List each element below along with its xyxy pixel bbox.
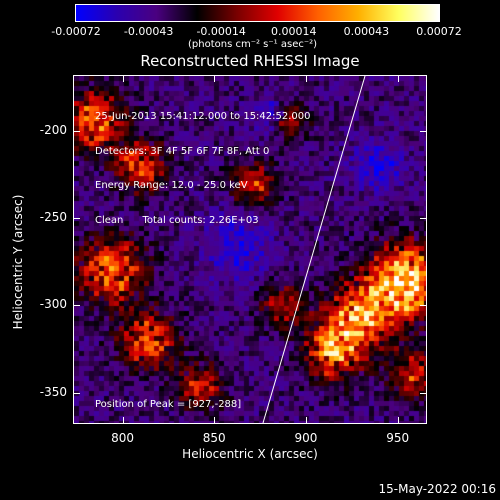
- solar-limb-line: [262, 76, 366, 423]
- x-tick-label: 900: [294, 431, 318, 445]
- colorbar-tick-label: 0.00014: [271, 25, 317, 38]
- x-tick-mark: [397, 75, 399, 82]
- info-line-time: 25-Jun-2013 15:41:12.000 to 15:42:52.000: [95, 111, 311, 122]
- colorbar-tick-label: 0.00043: [343, 25, 390, 38]
- colorbar-gradient: [76, 5, 439, 21]
- x-tick-mark: [214, 75, 216, 82]
- y-tick-mark: [73, 130, 80, 132]
- colorbar-tick-label: 0.00072: [416, 25, 462, 38]
- info-line-energy: Energy Range: 12.0 - 25.0 keV: [95, 180, 248, 191]
- y-tick-mark: [73, 305, 80, 307]
- footer-timestamp: 15-May-2022 00:16: [378, 482, 496, 496]
- x-tick-mark: [305, 417, 307, 424]
- x-tick-mark: [305, 75, 307, 82]
- x-tick-mark: [122, 75, 124, 82]
- colorbar-tick-label: -0.00072: [51, 25, 101, 38]
- y-tick-mark: [420, 130, 427, 132]
- y-tick-label: -300: [39, 297, 67, 312]
- plot-title: Reconstructed RHESSI Image: [140, 52, 360, 70]
- x-axis-label: Heliocentric X (arcsec): [182, 447, 318, 461]
- info-line-clean: Clean Total counts: 2.26E+03: [95, 214, 259, 226]
- colorbar: [75, 4, 440, 22]
- colorbar-units-label: (photons cm⁻² s⁻¹ asec⁻²): [188, 39, 318, 50]
- x-tick-label: 850: [202, 431, 226, 445]
- y-tick-mark: [420, 305, 427, 307]
- info-line-detectors: Detectors: 3F 4F 5F 6F 7F 8F, Att 0: [95, 145, 270, 157]
- y-tick-label: -200: [39, 122, 67, 137]
- x-tick-mark: [122, 417, 124, 424]
- y-tick-mark: [420, 218, 427, 220]
- info-block: 25-Jun-2013 15:41:12.000 to 15:42:52.000…: [95, 88, 311, 249]
- x-tick-mark: [397, 417, 399, 424]
- y-tick-label: -350: [39, 384, 67, 399]
- x-tick-mark: [214, 417, 216, 424]
- y-tick-label: -250: [39, 210, 67, 225]
- y-tick-mark: [73, 218, 80, 220]
- rhessi-image: [74, 76, 426, 423]
- y-axis-label: Heliocentric Y (arcsec): [11, 194, 25, 330]
- peak-position-label: Position of Peak = [927,-288]: [95, 399, 242, 410]
- x-tick-label: 950: [386, 431, 410, 445]
- x-tick-label: 800: [111, 431, 134, 445]
- plot-frame: 25-Jun-2013 15:41:12.000 to 15:42:52.000…: [73, 75, 427, 424]
- colorbar-tick-label: -0.00014: [196, 25, 246, 38]
- y-tick-mark: [420, 392, 427, 394]
- y-tick-mark: [73, 392, 80, 394]
- colorbar-tick-label: -0.00043: [123, 25, 174, 38]
